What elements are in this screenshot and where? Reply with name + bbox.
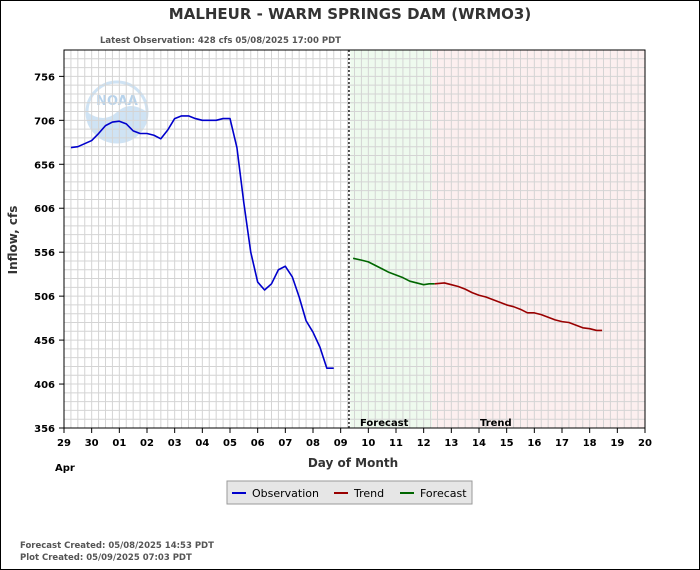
legend: Observation Trend Forecast — [226, 480, 473, 505]
x-tick-label: 02 — [140, 438, 154, 449]
x-tick-label: 30 — [85, 438, 99, 449]
series-observation — [70, 115, 334, 370]
x-tick-label: 15 — [500, 438, 514, 449]
plot-created: Plot Created: 05/09/2025 07:03 PDT — [20, 553, 192, 563]
zone-label-forecast: Forecast — [360, 418, 409, 429]
x-tick-label: 04 — [195, 438, 209, 449]
x-tick-label: 19 — [610, 438, 624, 449]
x-tick-label: 16 — [527, 438, 541, 449]
x-axis-label: Day of Month — [308, 456, 398, 470]
x-tick-label: 20 — [638, 438, 652, 449]
legend-label-trend: Trend — [353, 487, 384, 500]
x-tick-label: 17 — [555, 438, 569, 449]
noaa-logo-text: NOAA — [96, 94, 138, 109]
y-tick-label: 356 — [34, 424, 55, 435]
x-tick-label: 13 — [444, 438, 458, 449]
y-tick-label: 556 — [34, 248, 55, 259]
x-tick-label: 01 — [112, 438, 126, 449]
x-tick-label: 03 — [168, 438, 182, 449]
x-tick-label: 11 — [389, 438, 403, 449]
series-forecast — [352, 257, 435, 286]
x-tick-label: 10 — [361, 438, 375, 449]
legend-box — [226, 480, 473, 505]
y-axis-label: Inflow, cfs — [6, 206, 20, 275]
legend-label-forecast: Forecast — [420, 487, 467, 500]
chart-title: MALHEUR - WARM SPRINGS DAM (WRMO3) — [169, 5, 531, 23]
x-tick-label: 12 — [417, 438, 431, 449]
x-tick-label: 05 — [223, 438, 237, 449]
y-tick-label: 406 — [34, 380, 55, 391]
zone-trend — [431, 50, 645, 428]
zone-forecast — [350, 50, 432, 428]
series-trend — [434, 282, 603, 332]
x-tick-label: 07 — [278, 438, 292, 449]
y-tick-label: 606 — [34, 204, 55, 215]
x-tick-label: 09 — [334, 438, 348, 449]
y-tick-label: 506 — [34, 292, 55, 303]
y-tick-label: 456 — [34, 336, 55, 347]
x-tick-label: 18 — [583, 438, 597, 449]
y-tick-label: 756 — [34, 72, 55, 83]
zone-label-trend: Trend — [480, 418, 512, 429]
month-label: Apr — [55, 463, 75, 474]
noaa-logo-wave — [87, 106, 147, 142]
x-tick-label: 06 — [251, 438, 265, 449]
x-tick-label: 14 — [472, 438, 486, 449]
forecast-created: Forecast Created: 05/08/2025 14:53 PDT — [20, 541, 214, 551]
legend-label-observation: Observation — [252, 487, 319, 500]
x-tick-label: 29 — [57, 438, 71, 449]
y-tick-label: 706 — [34, 116, 55, 127]
plot-border — [63, 49, 646, 429]
chart-subtitle: Latest Observation: 428 cfs 05/08/2025 1… — [100, 36, 341, 46]
y-tick-label: 656 — [34, 160, 55, 171]
x-tick-label: 08 — [306, 438, 320, 449]
